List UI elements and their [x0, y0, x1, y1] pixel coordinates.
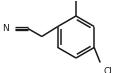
Text: Cl: Cl	[103, 67, 112, 73]
Text: N: N	[2, 24, 9, 33]
